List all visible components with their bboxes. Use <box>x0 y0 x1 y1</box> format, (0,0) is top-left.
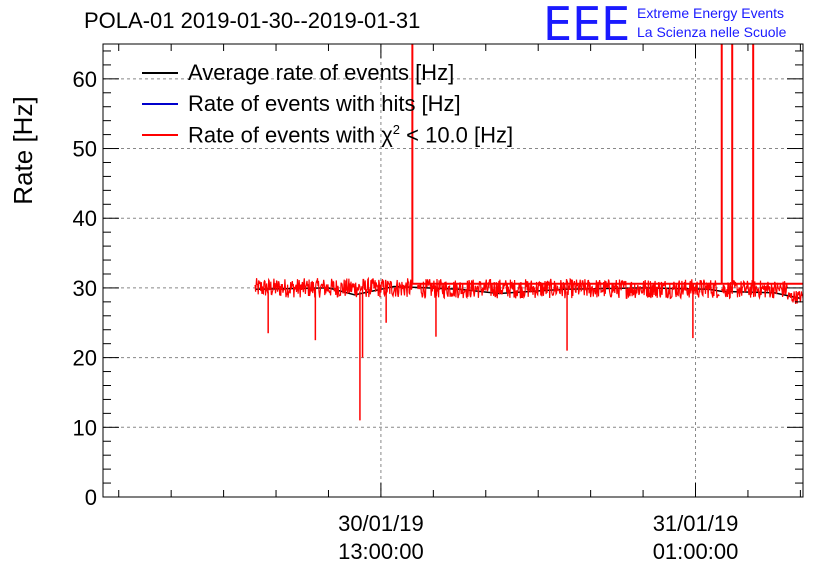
legend-swatch-hits <box>142 103 178 105</box>
y-tick-label: 0 <box>85 485 97 510</box>
legend-chi-superscript: 2 <box>392 121 401 137</box>
chi2-rate-segment <box>417 277 720 300</box>
x-tick-label-date: 31/01/19 <box>653 511 739 536</box>
x-tick-label-time: 13:00:00 <box>338 539 424 564</box>
legend-swatch-average <box>142 72 178 74</box>
y-tick-label: 30 <box>73 276 97 301</box>
legend-item-hits: Rate of events with hits [Hz] <box>142 91 461 117</box>
plot-frame <box>102 43 804 498</box>
y-tick-label: 50 <box>73 137 97 162</box>
axes: 0 10 20 30 40 50 60 30/01/19 13:00:00 31/01/19 01:… <box>73 44 803 564</box>
legend-label-average: Average rate of events [Hz] <box>188 60 455 85</box>
y-tick-label: 20 <box>73 346 97 371</box>
logo-line-1: Extreme Energy Events <box>637 5 785 21</box>
legend-item-chi2: Rate of events with χ2 < 10.0 [Hz] <box>142 122 513 148</box>
legend-chi-symbol: χ <box>381 122 393 148</box>
chi2-rate-segment <box>254 276 413 299</box>
legend-swatch-chi2 <box>142 134 178 136</box>
logo-line-2: La Scienza nelle Scuole <box>637 24 787 40</box>
eee-logo-mark: EEE <box>543 0 631 51</box>
y-axis-label: Rate [Hz] <box>8 96 38 204</box>
x-tick-label-time: 01:00:00 <box>653 539 739 564</box>
legend-item-average: Average rate of events [Hz] <box>142 60 454 86</box>
legend-label-hits: Rate of events with hits [Hz] <box>188 91 461 116</box>
legend-label-chi2: Rate of events with χ2 < 10.0 [Hz] <box>188 122 513 148</box>
legend-chi2-prefix: Rate of events with <box>188 122 382 148</box>
chart-title: POLA-01 2019-01-30--2019-01-31 <box>84 8 421 33</box>
x-tick-label-date: 30/01/19 <box>338 511 424 536</box>
y-tick-label: 10 <box>73 415 97 440</box>
y-tick-label: 40 <box>73 206 97 231</box>
y-tick-label: 60 <box>73 67 97 92</box>
legend-chi2-suffix: < 10.0 [Hz] <box>400 122 514 148</box>
series-layer <box>254 44 803 421</box>
